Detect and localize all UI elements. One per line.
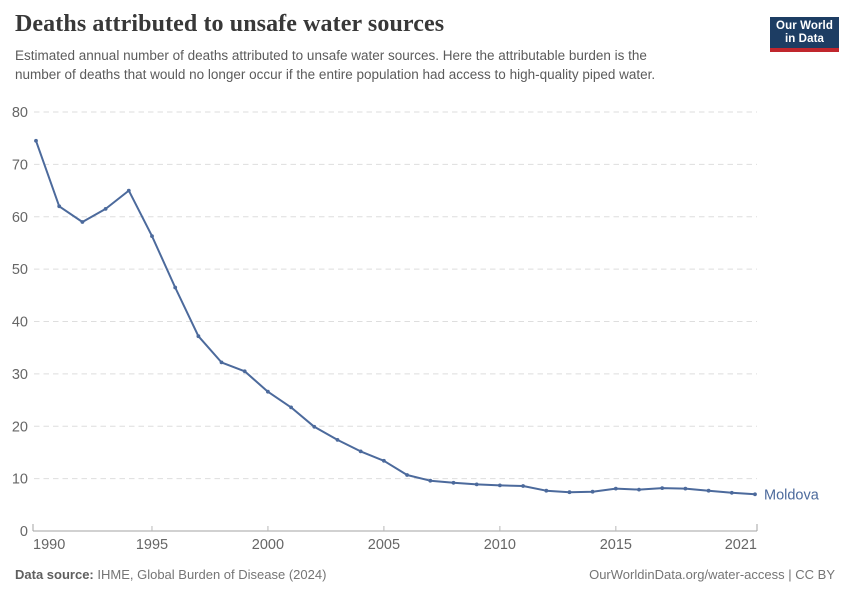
- y-axis-tick-label: 40: [12, 315, 28, 331]
- data-point: [474, 482, 479, 487]
- chart-header: Deaths attributed to unsafe water source…: [15, 11, 755, 84]
- data-point: [544, 488, 549, 493]
- y-axis-tick-label: 10: [12, 472, 28, 488]
- chart-subtitle: Estimated annual number of deaths attrib…: [15, 47, 755, 84]
- subtitle-line-1: Estimated annual number of deaths attrib…: [15, 48, 647, 63]
- data-point: [335, 438, 340, 442]
- data-point: [405, 473, 409, 477]
- data-point: [706, 488, 711, 493]
- data-source-label: Data source:: [15, 567, 94, 582]
- data-source-value: IHME, Global Burden of Disease (2024): [93, 567, 327, 582]
- y-axis-tick-label: 70: [12, 157, 28, 173]
- x-axis-tick-label: 1990: [33, 537, 65, 553]
- owid-logo-line1: Our World: [776, 19, 833, 32]
- data-point: [382, 458, 386, 463]
- data-point: [637, 487, 641, 492]
- credit-link[interactable]: OurWorldinData.org/water-access: [589, 567, 785, 582]
- y-axis-tick-label: 60: [12, 210, 28, 226]
- data-point: [196, 334, 201, 339]
- data-point: [567, 490, 572, 495]
- page-title: Deaths attributed to unsafe water source…: [15, 11, 445, 37]
- data-point: [242, 369, 247, 374]
- y-axis-tick-label: 0: [20, 524, 28, 540]
- data-point: [312, 424, 317, 429]
- data-point: [219, 360, 224, 365]
- y-axis-tick-label: 30: [12, 367, 28, 383]
- x-axis-tick-label: 2015: [600, 537, 632, 553]
- data-point: [683, 486, 688, 491]
- x-axis-tick-label: 2005: [368, 537, 400, 553]
- data-point: [150, 234, 154, 239]
- data-point: [103, 207, 108, 211]
- data-point: [613, 486, 618, 491]
- data-point: [266, 389, 270, 394]
- owid-logo-line2: in Data: [784, 32, 825, 45]
- y-axis-tick-label: 50: [12, 262, 28, 278]
- data-point: [173, 285, 178, 290]
- owid-logo-accent-bar: [770, 48, 839, 52]
- subtitle-line-2: number of deaths that would no longer oc…: [15, 66, 656, 82]
- data-point: [34, 138, 38, 143]
- x-axis-tick-label: 2010: [484, 537, 516, 553]
- x-axis-tick-label: 1995: [136, 537, 168, 553]
- chart-area: 0 10 20 30 40 50 60 70 80 1990 1995 2000 2005 2010 201…: [0, 100, 850, 560]
- data-point: [358, 449, 363, 454]
- x-axis-tick-label: 2021: [725, 537, 757, 553]
- data-point: [521, 484, 525, 488]
- data-point: [289, 405, 293, 410]
- data-line: [35, 139, 756, 496]
- data-point: [80, 220, 85, 224]
- x-axis-tick-label: 2000: [252, 537, 284, 553]
- y-axis-tick-label: 80: [12, 105, 28, 121]
- data-point: [590, 489, 595, 494]
- data-point: [126, 188, 131, 193]
- data-source: Data source: IHME, Global Burden of Dise…: [15, 567, 326, 582]
- data-point: [660, 486, 665, 490]
- series-end-label: Moldova: [764, 487, 820, 503]
- data-point: [753, 492, 757, 497]
- chart-footer: Data source: IHME, Global Burden of Dise…: [15, 567, 835, 582]
- credit-line: OurWorldinData.org/water-access | CC BY: [589, 567, 835, 582]
- line-chart: 0 10 20 30 40 50 60 70 80 1990 1995 2000 2005 2010 201…: [12, 105, 820, 553]
- y-axis-tick-label: 20: [12, 419, 28, 435]
- owid-logo-box: Our World in Data: [770, 17, 839, 48]
- owid-logo[interactable]: Our World in Data: [770, 17, 839, 52]
- data-point: [451, 480, 456, 485]
- data-point: [498, 483, 502, 488]
- data-point: [57, 204, 62, 209]
- credit-license: | CC BY: [784, 567, 835, 582]
- data-point: [428, 478, 433, 483]
- data-point: [729, 490, 734, 495]
